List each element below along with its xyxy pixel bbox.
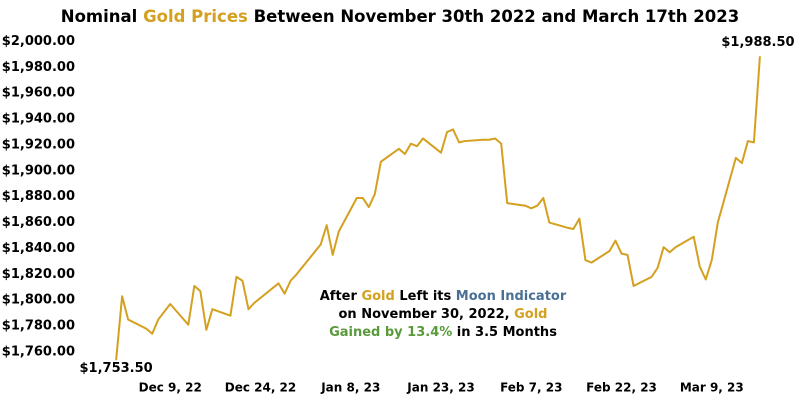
x-tick-label: Dec 24, 22 bbox=[225, 381, 297, 395]
annotation-run: Left its bbox=[395, 289, 456, 304]
x-tick-label: Dec 9, 22 bbox=[139, 381, 202, 395]
data-label: $1,753.50 bbox=[80, 361, 153, 376]
x-tick-label: Feb 22, 23 bbox=[586, 381, 657, 395]
title-run: Nominal bbox=[61, 7, 143, 26]
y-tick-label: $1,920.00 bbox=[2, 137, 75, 152]
y-tick-label: $1,820.00 bbox=[2, 267, 75, 282]
annotation-run: Moon Indicator bbox=[456, 289, 567, 304]
x-tick-label: Jan 8, 23 bbox=[320, 381, 380, 395]
y-tick-label: $1,880.00 bbox=[2, 189, 75, 204]
annotation-run: Gained by 13.4% bbox=[329, 325, 452, 340]
annotation-line: on November 30, 2022, Gold bbox=[339, 307, 548, 322]
annotation-line: After Gold Left its Moon Indicator bbox=[320, 289, 567, 304]
y-tick-label: $1,900.00 bbox=[2, 163, 75, 178]
annotation-run: in 3.5 Months bbox=[452, 325, 557, 340]
y-tick-label: $1,800.00 bbox=[2, 293, 75, 308]
x-tick-label: Feb 7, 23 bbox=[500, 381, 562, 395]
y-tick-label: $1,840.00 bbox=[2, 241, 75, 256]
x-tick-label: Jan 23, 23 bbox=[406, 381, 474, 395]
y-tick-label: $1,760.00 bbox=[2, 344, 75, 359]
annotation-run: on November 30, 2022, bbox=[339, 307, 515, 322]
title-run: Between November 30th 2022 and March 17t… bbox=[248, 7, 739, 26]
annotation-run: After bbox=[320, 289, 362, 304]
y-tick-label: $1,940.00 bbox=[2, 112, 75, 127]
y-tick-label: $1,780.00 bbox=[2, 319, 75, 334]
annotation-run: Gold bbox=[514, 307, 547, 322]
title-run: Gold Prices bbox=[143, 7, 248, 26]
y-tick-label: $2,000.00 bbox=[2, 34, 75, 49]
annotation-run: Gold bbox=[361, 289, 394, 304]
y-tick-label: $1,980.00 bbox=[2, 60, 75, 75]
chart-title: Nominal Gold Prices Between November 30t… bbox=[61, 7, 739, 26]
data-label: $1,988.50 bbox=[721, 35, 794, 50]
annotation-line: Gained by 13.4% in 3.5 Months bbox=[329, 325, 557, 340]
y-tick-label: $1,860.00 bbox=[2, 215, 75, 230]
price-line bbox=[115, 56, 761, 361]
x-tick-label: Mar 9, 23 bbox=[680, 381, 744, 395]
y-tick-label: $1,960.00 bbox=[2, 86, 75, 101]
